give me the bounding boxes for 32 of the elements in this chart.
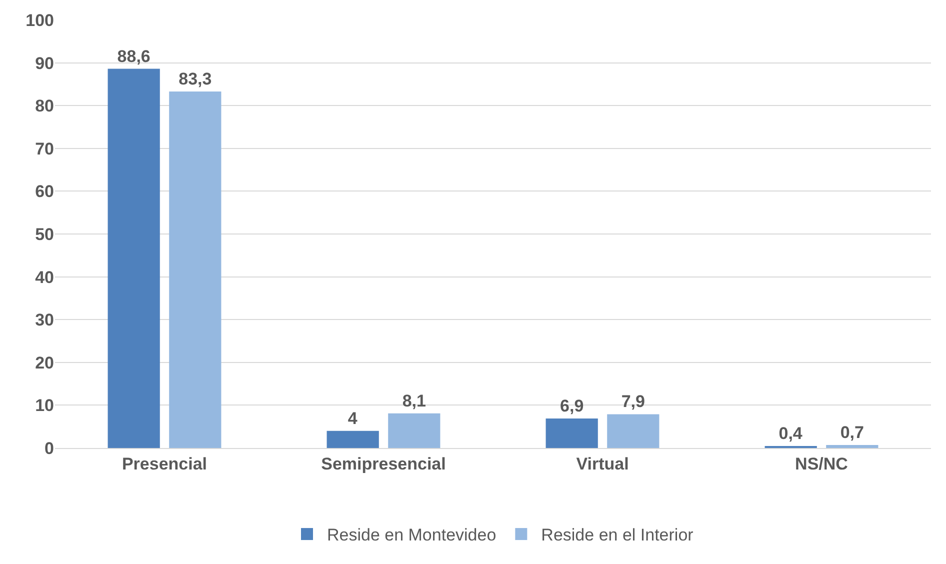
data-label: 0,4 bbox=[778, 424, 803, 443]
data-label: 88,6 bbox=[117, 46, 150, 66]
x-tick-label: Presencial bbox=[122, 454, 208, 474]
y-tick-label: 90 bbox=[35, 54, 54, 73]
y-tick-label: 70 bbox=[35, 139, 54, 158]
x-tick-label: Virtual bbox=[576, 454, 629, 474]
y-tick-label: 80 bbox=[35, 96, 54, 116]
data-label: 7,9 bbox=[621, 392, 645, 412]
legend-label: Reside en Montevideo bbox=[327, 526, 496, 545]
bar bbox=[546, 418, 598, 448]
data-label: 8,1 bbox=[402, 391, 426, 410]
bar bbox=[607, 414, 660, 448]
data-label: 0,7 bbox=[840, 423, 864, 442]
y-tick-label: 100 bbox=[26, 10, 54, 30]
bar bbox=[826, 445, 878, 448]
y-tick-label: 10 bbox=[35, 396, 54, 416]
y-tick-label: 50 bbox=[35, 224, 54, 244]
y-tick-label: 20 bbox=[35, 353, 54, 372]
y-tick-label: 60 bbox=[35, 182, 54, 202]
legend-label: Reside en el Interior bbox=[541, 526, 694, 545]
y-tick-label: 40 bbox=[35, 268, 54, 287]
bar bbox=[326, 430, 379, 448]
data-label: 6,9 bbox=[560, 396, 584, 416]
x-tick-label: Semipresencial bbox=[321, 454, 446, 474]
bar bbox=[169, 91, 222, 448]
data-label: 4 bbox=[348, 408, 358, 428]
y-tick-label: 30 bbox=[35, 310, 54, 330]
y-tick-label: 0 bbox=[44, 438, 54, 458]
data-label: 83,3 bbox=[178, 69, 212, 88]
bar bbox=[108, 68, 160, 448]
x-tick-label: NS/NC bbox=[795, 454, 848, 474]
bar bbox=[388, 413, 440, 448]
